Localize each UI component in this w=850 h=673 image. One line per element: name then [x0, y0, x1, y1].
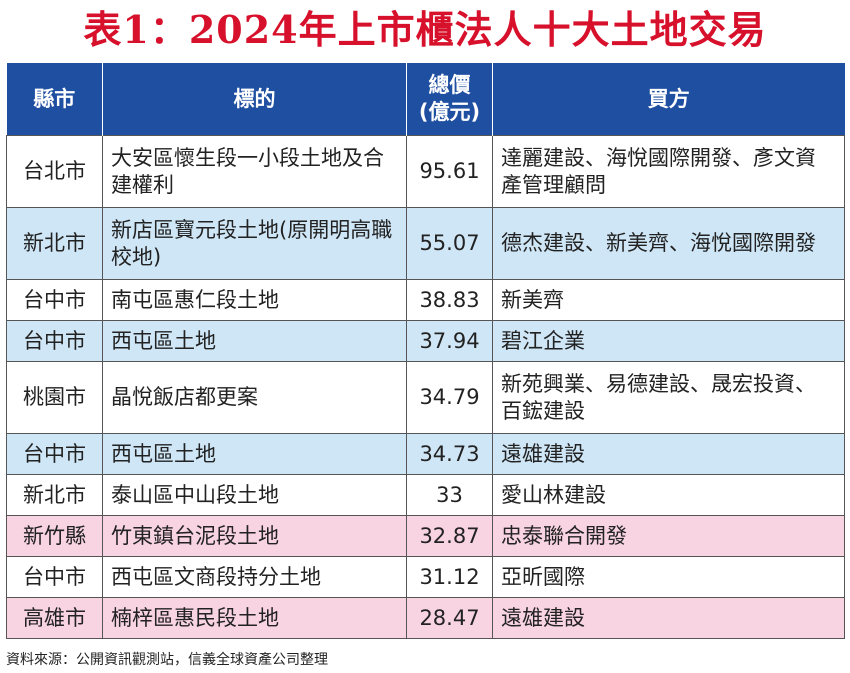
county-cell: 新北市	[6, 474, 103, 516]
amount-cell: 34.79	[406, 361, 493, 434]
county-cell: 台中市	[6, 433, 103, 475]
amount-cell: 37.94	[406, 320, 493, 362]
amount-cell: 34.73	[406, 433, 493, 475]
header-county: 縣市	[6, 63, 103, 136]
target-cell: 大安區懷生段一小段土地及合建權利	[102, 135, 407, 208]
amount-cell: 31.12	[406, 556, 493, 598]
target-cell: 新店區寶元段土地(原開明高職校地)	[102, 207, 407, 280]
table-row: 新竹縣 竹東鎮台泥段土地 32.87 忠泰聯合開發	[6, 515, 845, 557]
county-cell: 高雄市	[6, 597, 103, 639]
county-cell: 台中市	[6, 556, 103, 598]
amount-cell: 32.87	[406, 515, 493, 557]
table-row: 台北市 大安區懷生段一小段土地及合建權利 95.61 達麗建設、海悅國際開發、彥…	[6, 135, 845, 208]
amount-cell: 55.07	[406, 207, 493, 280]
table-row: 新北市 新店區寶元段土地(原開明高職校地) 55.07 德杰建設、新美齊、海悅國…	[6, 207, 845, 280]
table-row: 高雄市 楠梓區惠民段土地 28.47 遠雄建設	[6, 597, 845, 639]
buyer-cell: 遠雄建設	[492, 433, 845, 475]
amount-cell: 28.47	[406, 597, 493, 639]
target-cell: 晶悅飯店都更案	[102, 361, 407, 434]
header-target: 標的	[102, 63, 407, 136]
buyer-cell: 德杰建設、新美齊、海悅國際開發	[492, 207, 845, 280]
amount-cell: 38.83	[406, 279, 493, 321]
table-row: 台中市 南屯區惠仁段土地 38.83 新美齊	[6, 279, 845, 321]
buyer-cell: 新美齊	[492, 279, 845, 321]
target-cell: 泰山區中山段土地	[102, 474, 407, 516]
amount-cell: 33	[406, 474, 493, 516]
target-cell: 南屯區惠仁段土地	[102, 279, 407, 321]
county-cell: 台北市	[6, 135, 103, 208]
header-row: 縣市 標的 總價 (億元) 買方	[6, 63, 845, 136]
header-amount-line1: 總價	[428, 73, 471, 97]
buyer-cell: 新苑興業、易德建設、晟宏投資、百鋐建設	[492, 361, 845, 434]
table-row: 台中市 西屯區土地 37.94 碧江企業	[6, 320, 845, 362]
target-cell: 楠梓區惠民段土地	[102, 597, 407, 639]
county-cell: 桃園市	[6, 361, 103, 434]
header-amount-line2: (億元)	[418, 100, 481, 124]
buyer-cell: 亞昕國際	[492, 556, 845, 598]
target-cell: 西屯區文商段持分土地	[102, 556, 407, 598]
table-row: 台中市 西屯區土地 34.73 遠雄建設	[6, 433, 845, 475]
table-title: 表1：2024年上市櫃法人十大土地交易	[83, 7, 767, 52]
table-row: 台中市 西屯區文商段持分土地 31.12 亞昕國際	[6, 556, 845, 598]
county-cell: 台中市	[6, 320, 103, 362]
buyer-cell: 忠泰聯合開發	[492, 515, 845, 557]
buyer-cell: 遠雄建設	[492, 597, 845, 639]
table-row: 桃園市 晶悅飯店都更案 34.79 新苑興業、易德建設、晟宏投資、百鋐建設	[6, 361, 845, 434]
target-cell: 竹東鎮台泥段土地	[102, 515, 407, 557]
source-note: 資料來源：公開資訊觀測站，信義全球資產公司整理	[6, 652, 328, 668]
buyer-cell: 達麗建設、海悅國際開發、彥文資產管理顧問	[492, 135, 845, 208]
county-cell: 台中市	[6, 279, 103, 321]
buyer-cell: 愛山林建設	[492, 474, 845, 516]
table-row: 新北市 泰山區中山段土地 33 愛山林建設	[6, 474, 845, 516]
header-amount: 總價 (億元)	[406, 63, 493, 136]
county-cell: 新竹縣	[6, 515, 103, 557]
header-buyer: 買方	[492, 63, 845, 136]
target-cell: 西屯區土地	[102, 320, 407, 362]
target-cell: 西屯區土地	[102, 433, 407, 475]
land-transactions-table: 縣市 標的 總價 (億元) 買方 台北市 大安區懷生段一小段土地及合建權利 95…	[6, 63, 845, 639]
buyer-cell: 碧江企業	[492, 320, 845, 362]
county-cell: 新北市	[6, 207, 103, 280]
amount-cell: 95.61	[406, 135, 493, 208]
